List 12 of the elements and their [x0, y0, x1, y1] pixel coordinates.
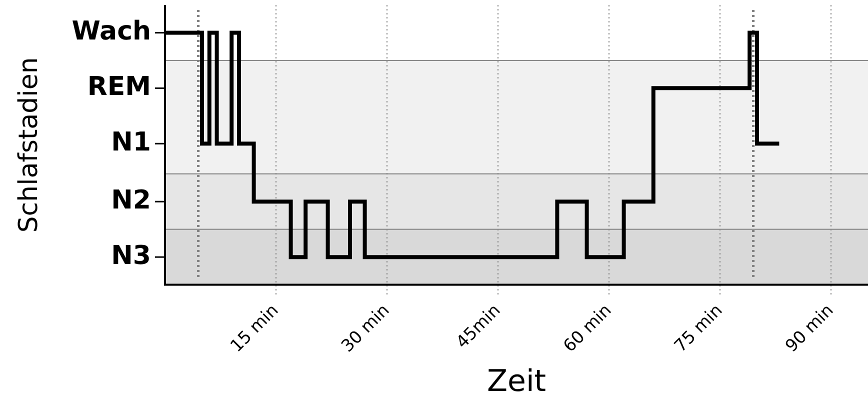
text: Wach: [72, 16, 151, 46]
x-tick-label: 15 min: [226, 300, 283, 356]
x-axis-title: Zeit: [486, 364, 546, 399]
text: N1: [111, 127, 151, 158]
text: N3: [111, 240, 151, 271]
x-tick-label: 90 min: [782, 300, 838, 356]
x-tick-label: 60 min: [560, 300, 616, 356]
text: REM: [87, 72, 151, 102]
x-tick-label: 75 min: [670, 300, 727, 356]
x-tick-label: 30 min: [338, 300, 394, 356]
text: N2: [111, 185, 151, 216]
y-axis-title: Schlafstadien: [14, 57, 44, 233]
